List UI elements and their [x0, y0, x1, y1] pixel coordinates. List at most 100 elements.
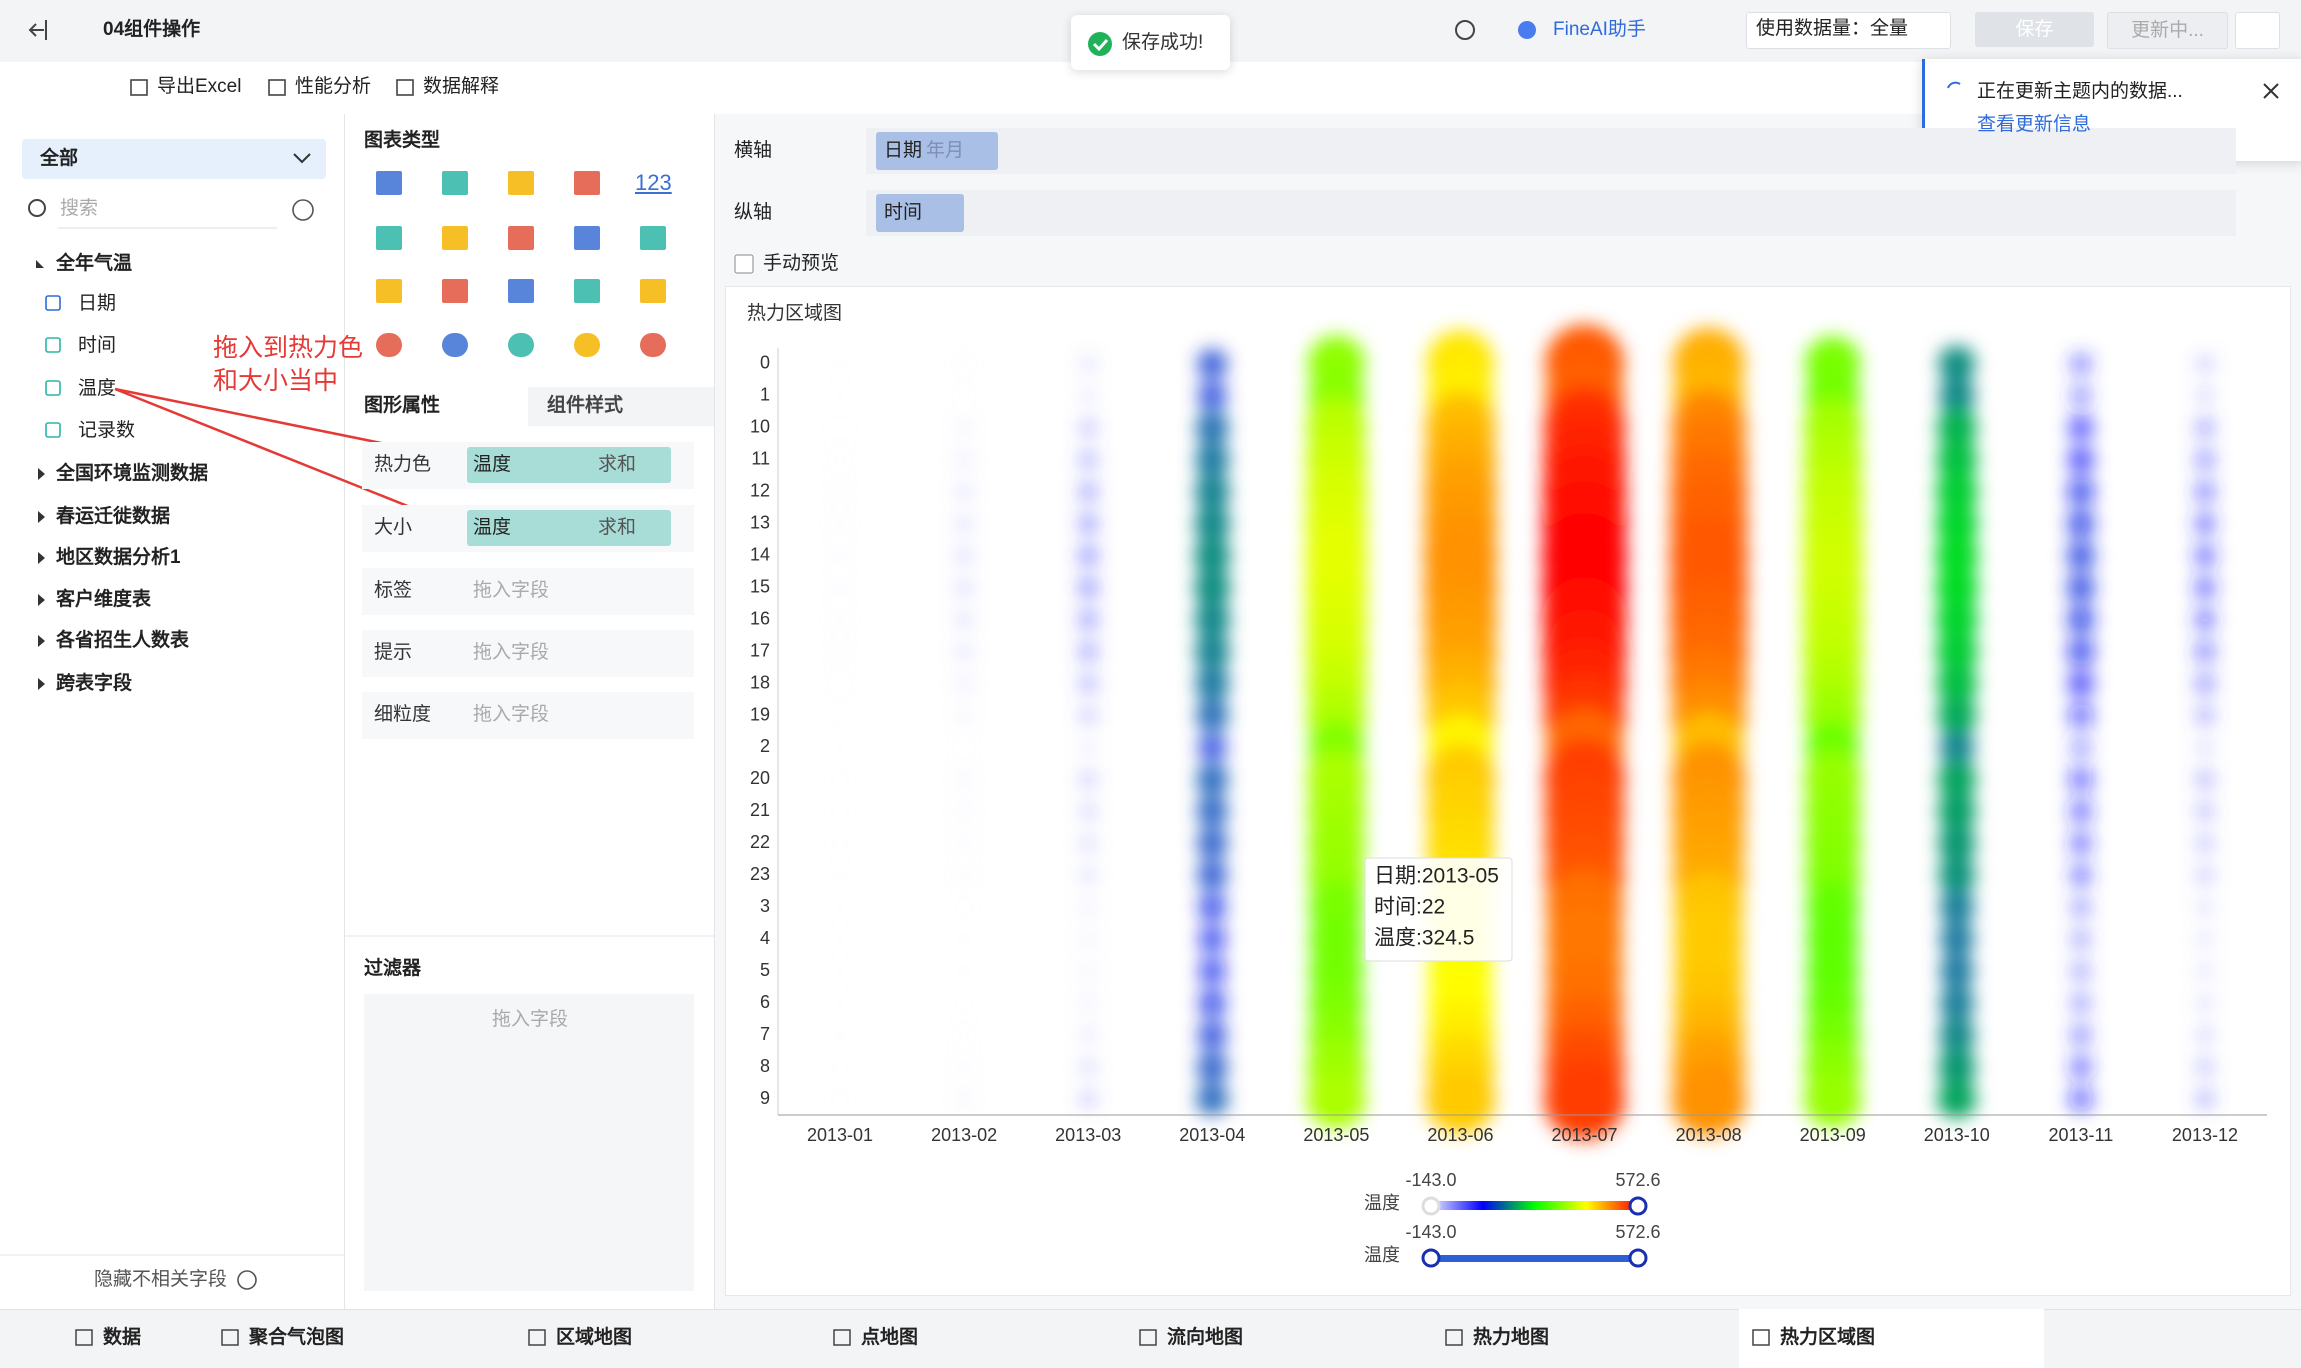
- heat-cell: [958, 1093, 970, 1105]
- table-name[interactable]: 客户维度表: [56, 589, 152, 610]
- heat-cell: [2196, 834, 2214, 853]
- heat-cell: [1081, 356, 1096, 372]
- toolbar-button[interactable]: 性能分析: [295, 76, 372, 97]
- heat-cell: [1939, 889, 1975, 925]
- heat-cell: [836, 840, 844, 847]
- table-name[interactable]: 各省招生人数表: [56, 630, 190, 651]
- bottom-tab[interactable]: 热力地图: [1473, 1327, 1550, 1348]
- heat-cell: [1938, 1017, 1975, 1054]
- tab-icon: [75, 1329, 93, 1346]
- x-tick-label: 2013-03: [1055, 1125, 1121, 1145]
- shelf-pill[interactable]: [876, 132, 998, 170]
- tree-toggle: [38, 635, 45, 647]
- tab-icon: [221, 1329, 239, 1346]
- x-tick-label: 2013-11: [2049, 1125, 2114, 1145]
- notice-link[interactable]: 查看更新信息: [1977, 114, 2092, 135]
- scope[interactable]: 全部: [40, 148, 79, 169]
- heat-cell: [835, 582, 845, 593]
- field-name[interactable]: 记录数: [78, 420, 136, 441]
- prop-placeholder: 拖入字段: [473, 642, 550, 663]
- active-tab: [1739, 1309, 2044, 1368]
- field-icon: [45, 380, 61, 396]
- field-pill[interactable]: [467, 510, 671, 546]
- shelf-pill[interactable]: [876, 194, 964, 232]
- heat-cell: [1938, 856, 1976, 894]
- heat-cell: [2197, 932, 2213, 947]
- table-name[interactable]: 地区数据分析1: [56, 547, 181, 568]
- table-name[interactable]: 跨表字段: [56, 673, 133, 694]
- heat-cell: [959, 1062, 969, 1072]
- heat-cell: [2193, 640, 2216, 663]
- toast-icon: [1088, 32, 1112, 56]
- toolbar-button[interactable]: 数据解释: [423, 76, 500, 97]
- heat-cell: [1078, 481, 1099, 502]
- props-tab[interactable]: 组件样式: [547, 395, 624, 416]
- save-button[interactable]: 保存: [1975, 12, 2094, 47]
- heat-cell: [2195, 770, 2215, 789]
- back-icon[interactable]: [28, 20, 47, 40]
- heat-cell: [1671, 1061, 1746, 1137]
- heat-cell: [1935, 534, 1979, 578]
- data-amount-box[interactable]: [1746, 12, 1951, 49]
- shelf-bg: [866, 128, 2236, 174]
- heat-cell: [836, 711, 844, 720]
- props-tab[interactable]: 图形属性: [364, 395, 441, 416]
- heat-cell: [1935, 630, 1978, 673]
- y-tick-label: 6: [760, 992, 770, 1012]
- ai-assistant[interactable]: FineAI助手: [1553, 19, 1646, 40]
- bottom-tab[interactable]: 流向地图: [1167, 1327, 1244, 1348]
- field-pill[interactable]: [467, 447, 671, 483]
- y-tick-label: 21: [750, 800, 770, 820]
- heat-cell: [2070, 961, 2091, 982]
- heat-cell: [956, 516, 972, 532]
- heat-cell: [1081, 389, 1096, 403]
- bottom-tab[interactable]: 聚合气泡图: [249, 1327, 345, 1348]
- bottom-tab[interactable]: 热力区域图: [1780, 1327, 1876, 1348]
- annotation: 拖入到热力色: [213, 334, 364, 362]
- update-button[interactable]: 更新中...: [2107, 12, 2228, 49]
- bottom-tab[interactable]: 区域地图: [556, 1327, 633, 1348]
- heat-cell: [835, 455, 845, 464]
- heat-cell: [1196, 795, 1229, 828]
- preview-checkbox[interactable]: [734, 254, 754, 274]
- heat-cell: [1079, 707, 1097, 724]
- toast-text: 保存成功!: [1122, 32, 1204, 53]
- more-button[interactable]: [2235, 12, 2280, 49]
- heat-cell: [1937, 792, 1976, 831]
- toolbar-button[interactable]: 导出Excel: [157, 76, 242, 97]
- heat-cell: [1194, 537, 1231, 574]
- notice-close[interactable]: [2263, 83, 2279, 99]
- heat-cell: [836, 424, 844, 432]
- field-name[interactable]: 温度: [78, 378, 117, 399]
- tree-toggle: [38, 678, 45, 690]
- heat-cell: [2068, 415, 2094, 441]
- hide-fields[interactable]: 隐藏不相关字段: [94, 1269, 228, 1290]
- table-name[interactable]: 全年气温: [56, 253, 133, 274]
- table-name[interactable]: 春运迁徙数据: [56, 506, 171, 527]
- field-name[interactable]: 时间: [78, 335, 117, 356]
- chart-type-icon: [574, 171, 600, 195]
- legend-handle: [1628, 1248, 1648, 1268]
- bottom-tab[interactable]: 数据: [103, 1327, 142, 1348]
- x-tick-label: 2013-07: [1552, 1125, 1618, 1145]
- heat-cell: [836, 872, 844, 879]
- scope-select[interactable]: [22, 139, 326, 179]
- table-name[interactable]: 全国环境监测数据: [56, 463, 209, 484]
- data-amount: 使用数据量：全量: [1756, 18, 1909, 39]
- legend-label: 572.6: [1615, 1170, 1660, 1190]
- heat-cell: [960, 391, 969, 400]
- heat-cell: [960, 968, 968, 975]
- y-tick-label: 0: [760, 353, 770, 373]
- legend-handle: [1421, 1248, 1441, 1268]
- heat-cell: [836, 775, 844, 783]
- heat-cell: [956, 612, 972, 628]
- data-panel: [0, 114, 345, 1309]
- x-tick-label: 2013-08: [1676, 1125, 1742, 1145]
- chart-type-number[interactable]: 123: [635, 170, 672, 195]
- field-name[interactable]: 日期: [78, 293, 117, 314]
- heat-cell: [2070, 897, 2092, 918]
- heat-cell: [957, 677, 971, 691]
- heat-cell: [1196, 1051, 1228, 1083]
- bottom-tab[interactable]: 点地图: [861, 1327, 919, 1348]
- search-placeholder[interactable]: 搜索: [60, 198, 99, 219]
